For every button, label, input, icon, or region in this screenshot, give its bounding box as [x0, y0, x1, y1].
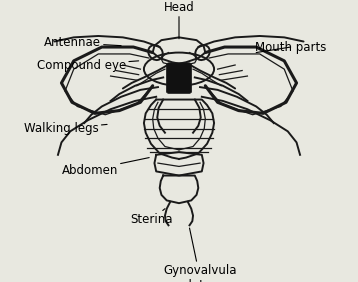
Text: Abdomen: Abdomen: [62, 158, 149, 177]
FancyBboxPatch shape: [166, 63, 192, 93]
Text: Walking legs: Walking legs: [24, 122, 107, 135]
Text: Compound eye: Compound eye: [37, 58, 139, 72]
Text: Sterina: Sterina: [130, 209, 173, 226]
Text: Antennae: Antennae: [44, 36, 121, 49]
Text: Mouth parts: Mouth parts: [255, 41, 326, 54]
Text: Gynovalvula
plates: Gynovalvula plates: [163, 228, 237, 282]
Text: Head: Head: [164, 1, 194, 39]
